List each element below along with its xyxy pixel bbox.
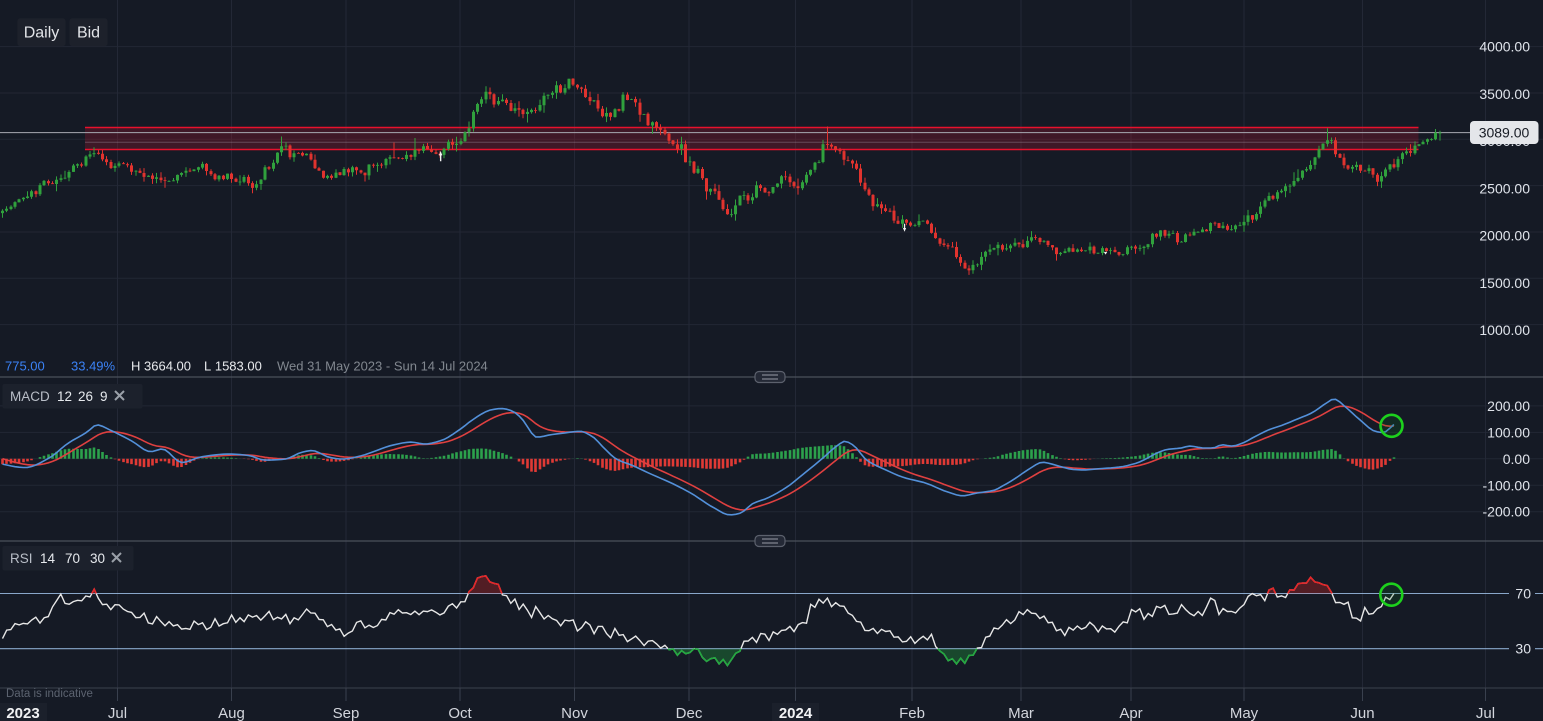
- svg-text:775.00: 775.00: [5, 359, 45, 374]
- svg-text:14: 14: [40, 551, 56, 566]
- svg-text:MACD: MACD: [10, 389, 50, 404]
- svg-text:Wed 31 May 2023 - Sun 14 Jul 2: Wed 31 May 2023 - Sun 14 Jul 2024: [277, 359, 488, 374]
- svg-text:100.00: 100.00: [1487, 424, 1530, 440]
- svg-text:Dec: Dec: [676, 705, 703, 721]
- svg-text:26: 26: [78, 389, 93, 404]
- svg-text:Jul: Jul: [108, 705, 127, 721]
- svg-text:Apr: Apr: [1119, 705, 1142, 721]
- svg-text:Data is indicative: Data is indicative: [6, 688, 93, 700]
- svg-text:Feb: Feb: [899, 705, 925, 721]
- svg-text:H 3664.00: H 3664.00: [131, 359, 191, 374]
- svg-text:L 1583.00: L 1583.00: [204, 359, 262, 374]
- svg-text:0.00: 0.00: [1503, 451, 1530, 467]
- svg-text:3500.00: 3500.00: [1479, 86, 1530, 102]
- svg-text:70: 70: [65, 551, 80, 566]
- svg-text:2500.00: 2500.00: [1479, 180, 1530, 196]
- svg-text:200.00: 200.00: [1487, 398, 1530, 414]
- svg-text:Aug: Aug: [218, 705, 245, 721]
- svg-text:2000.00: 2000.00: [1479, 228, 1530, 244]
- svg-text:Mar: Mar: [1008, 705, 1034, 721]
- svg-text:70: 70: [1515, 586, 1531, 602]
- svg-text:RSI: RSI: [10, 551, 33, 566]
- svg-text:Oct: Oct: [448, 705, 472, 721]
- svg-text:30: 30: [1515, 641, 1531, 657]
- svg-text:-200.00: -200.00: [1483, 504, 1531, 520]
- svg-text:Bid: Bid: [77, 25, 100, 42]
- svg-text:3089.00: 3089.00: [1479, 125, 1530, 141]
- svg-text:30: 30: [90, 551, 105, 566]
- svg-text:May: May: [1230, 705, 1259, 721]
- svg-text:2023: 2023: [6, 705, 39, 721]
- svg-text:Daily: Daily: [24, 25, 60, 42]
- svg-text:1500.00: 1500.00: [1479, 275, 1530, 291]
- svg-text:2024: 2024: [779, 705, 813, 721]
- svg-text:Sep: Sep: [333, 705, 360, 721]
- svg-text:-100.00: -100.00: [1483, 477, 1531, 493]
- svg-text:Nov: Nov: [561, 705, 588, 721]
- svg-text:33.49%: 33.49%: [71, 359, 116, 374]
- svg-text:Jul: Jul: [1476, 705, 1495, 721]
- svg-text:4000.00: 4000.00: [1479, 39, 1530, 55]
- svg-text:12: 12: [57, 389, 72, 404]
- svg-text:9: 9: [100, 389, 108, 404]
- svg-text:1000.00: 1000.00: [1479, 322, 1530, 338]
- svg-text:Jun: Jun: [1350, 705, 1374, 721]
